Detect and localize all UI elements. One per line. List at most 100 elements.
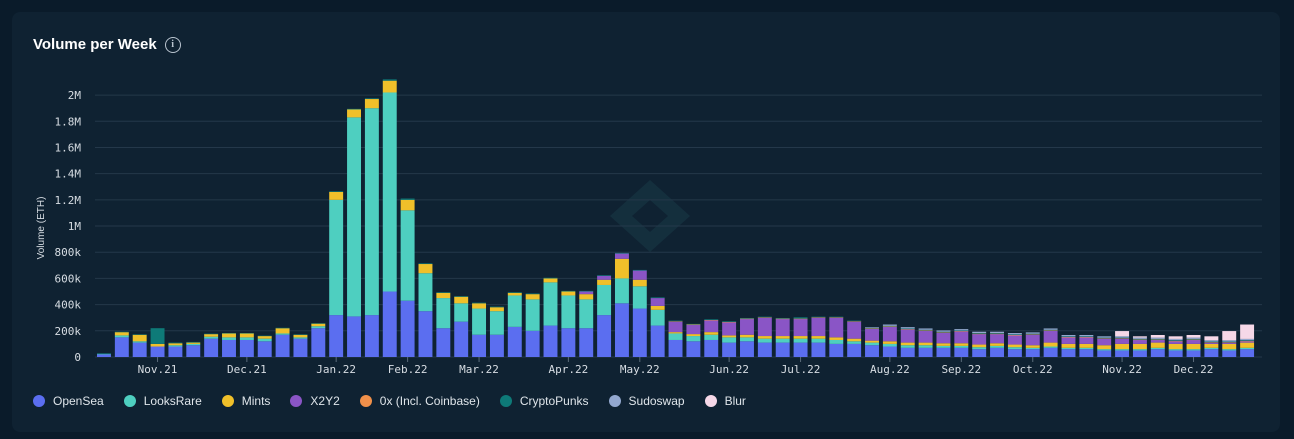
bar-segment-mints[interactable]: [1079, 343, 1094, 348]
bar-segment-cryptopunks[interactable]: [882, 325, 897, 327]
bar-segment-looksrare[interactable]: [847, 341, 862, 344]
bar-segment-cryptopunks[interactable]: [1168, 340, 1183, 341]
bar-segment-opensea[interactable]: [1097, 350, 1112, 357]
bar-segment-mints[interactable]: [1168, 343, 1183, 350]
legend-item-cryptopunks[interactable]: CryptoPunks: [499, 394, 589, 408]
bar-segment-0x-incl-coinbase-[interactable]: [990, 333, 1005, 335]
bar-segment-mints[interactable]: [347, 109, 361, 118]
bar-segment-sudoswap[interactable]: [1115, 336, 1130, 338]
bar-segment-0x-incl-coinbase-[interactable]: [775, 318, 790, 320]
bar-segment-looksrare[interactable]: [454, 303, 469, 322]
bar-segment-mints[interactable]: [525, 294, 540, 300]
bar-segment-mints[interactable]: [1132, 343, 1147, 350]
bar-segment-looksrare[interactable]: [918, 345, 933, 348]
bar-segment-sudoswap[interactable]: [1204, 340, 1219, 342]
bar-segment-0x-incl-coinbase-[interactable]: [722, 321, 737, 323]
bar-segment-mints[interactable]: [918, 342, 933, 346]
bar-segment-sudoswap[interactable]: [1007, 333, 1022, 335]
bar-segment-opensea[interactable]: [757, 342, 772, 357]
bar-segment-looksrare[interactable]: [1168, 349, 1183, 351]
bar-segment-opensea[interactable]: [597, 315, 612, 357]
bar-segment-0x-incl-coinbase-[interactable]: [1043, 330, 1058, 331]
bar-segment-mints[interactable]: [489, 307, 504, 312]
bar-segment-looksrare[interactable]: [1204, 347, 1219, 350]
bar-segment-looksrare[interactable]: [900, 345, 915, 348]
bar-segment-x2y2[interactable]: [990, 334, 1005, 344]
bar-segment-x2y2[interactable]: [1186, 339, 1201, 344]
bar-segment-mints[interactable]: [954, 343, 969, 346]
bar-segment-0x-incl-coinbase-[interactable]: [918, 330, 933, 331]
bar-segment-looksrare[interactable]: [865, 342, 879, 346]
bar-segment-cryptopunks[interactable]: [740, 317, 754, 319]
bar-segment-cryptopunks[interactable]: [275, 327, 290, 329]
bar-segment-opensea[interactable]: [722, 342, 737, 357]
bar-segment-x2y2[interactable]: [1240, 341, 1255, 343]
bar-segment-mints[interactable]: [990, 343, 1005, 346]
bar-segment-looksrare[interactable]: [1115, 349, 1130, 351]
bar-segment-mints[interactable]: [632, 279, 647, 287]
bar-segment-0x-incl-coinbase-[interactable]: [811, 317, 826, 318]
bar-segment-looksrare[interactable]: [293, 337, 308, 339]
bar-segment-0x-incl-coinbase-[interactable]: [1240, 340, 1255, 342]
bar-segment-x2y2[interactable]: [579, 291, 594, 295]
bar-segment-opensea[interactable]: [1150, 349, 1165, 357]
bar-segment-opensea[interactable]: [1079, 349, 1094, 357]
bar-segment-mints[interactable]: [704, 332, 719, 335]
bar-segment-sudoswap[interactable]: [882, 324, 897, 326]
bar-segment-0x-incl-coinbase-[interactable]: [757, 317, 772, 318]
bar-segment-opensea[interactable]: [900, 347, 915, 357]
bar-segment-cryptopunks[interactable]: [454, 296, 469, 297]
bar-segment-looksrare[interactable]: [668, 333, 683, 340]
bar-segment-opensea[interactable]: [257, 341, 272, 357]
bar-segment-0x-incl-coinbase-[interactable]: [686, 324, 701, 326]
bar-segment-mints[interactable]: [847, 338, 862, 342]
bar-segment-x2y2[interactable]: [597, 275, 612, 280]
bar-segment-looksrare[interactable]: [329, 199, 344, 316]
bar-segment-cryptopunks[interactable]: [990, 333, 1005, 334]
bar-segment-opensea[interactable]: [686, 341, 701, 357]
bar-segment-cryptopunks[interactable]: [650, 297, 665, 299]
bar-segment-cryptopunks[interactable]: [1204, 341, 1219, 343]
bar-segment-cryptopunks[interactable]: [489, 306, 504, 308]
bar-segment-mints[interactable]: [364, 99, 379, 109]
bar-segment-opensea[interactable]: [382, 291, 397, 357]
bar-segment-cryptopunks[interactable]: [972, 333, 987, 334]
bar-segment-cryptopunks[interactable]: [97, 353, 111, 354]
bar-segment-sudoswap[interactable]: [1061, 335, 1076, 337]
bar-segment-mints[interactable]: [579, 294, 594, 300]
bar-segment-mints[interactable]: [1025, 345, 1040, 348]
bar-segment-cryptopunks[interactable]: [507, 292, 522, 293]
bar-segment-sudoswap[interactable]: [990, 331, 1005, 334]
bar-segment-looksrare[interactable]: [579, 299, 594, 329]
bar-segment-x2y2[interactable]: [954, 331, 969, 344]
bar-segment-mints[interactable]: [740, 334, 754, 338]
bar-segment-0x-incl-coinbase-[interactable]: [1079, 336, 1094, 338]
bar-segment-cryptopunks[interactable]: [757, 316, 772, 318]
bar-segment-sudoswap[interactable]: [972, 331, 987, 334]
bar-segment-x2y2[interactable]: [668, 321, 683, 333]
bar-segment-opensea[interactable]: [1186, 350, 1201, 357]
bar-segment-looksrare[interactable]: [614, 278, 629, 304]
bar-segment-opensea[interactable]: [936, 347, 951, 357]
bar-segment-looksrare[interactable]: [1222, 349, 1237, 351]
bar-segment-opensea[interactable]: [239, 339, 254, 357]
bar-segment-mints[interactable]: [561, 291, 576, 296]
bar-segment-cryptopunks[interactable]: [114, 331, 129, 333]
bar-segment-sudoswap[interactable]: [954, 329, 969, 331]
bar-segment-mints[interactable]: [186, 342, 201, 344]
bar-segment-mints[interactable]: [1222, 343, 1237, 350]
bar-segment-opensea[interactable]: [1240, 349, 1255, 357]
bar-segment-looksrare[interactable]: [650, 309, 665, 326]
bar-segment-cryptopunks[interactable]: [561, 290, 576, 292]
bar-segment-mints[interactable]: [311, 323, 326, 327]
bar-segment-cryptopunks[interactable]: [168, 342, 183, 344]
bar-segment-x2y2[interactable]: [775, 319, 790, 337]
bar-segment-opensea[interactable]: [650, 325, 665, 357]
bar-segment-sudoswap[interactable]: [1043, 328, 1058, 330]
bar-segment-looksrare[interactable]: [722, 337, 737, 343]
bar-segment-mints[interactable]: [597, 279, 612, 285]
bar-segment-opensea[interactable]: [829, 343, 844, 357]
bar-segment-x2y2[interactable]: [793, 319, 808, 337]
bar-segment-looksrare[interactable]: [1240, 347, 1255, 350]
bar-segment-looksrare[interactable]: [1132, 349, 1147, 351]
